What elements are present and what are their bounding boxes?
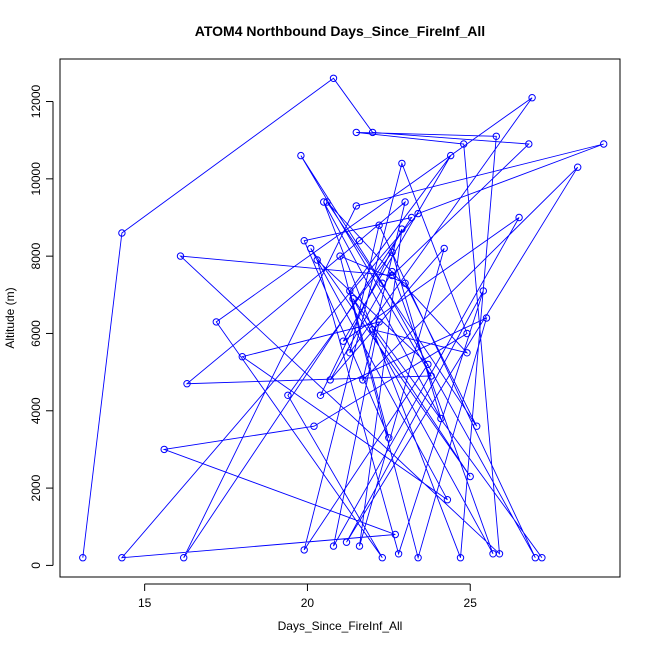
data-point (391, 530, 399, 539)
data-point (375, 221, 383, 229)
data-point (482, 314, 491, 322)
data-point (352, 202, 360, 210)
series-line-0 (82, 77, 604, 560)
y-tick-label: 2000 (29, 474, 43, 501)
data-point (368, 325, 377, 334)
data-point (326, 376, 334, 384)
data-point (375, 318, 383, 326)
data-point (297, 151, 305, 160)
data-point (79, 554, 87, 562)
data-point (600, 140, 608, 148)
y-tick-label: 8000 (29, 242, 43, 269)
chart-title: ATOM4 Northbound Days_Since_FireInf_All (195, 23, 485, 39)
data-point (414, 554, 422, 562)
data-point (183, 380, 191, 388)
plot-frame (59, 58, 621, 578)
data-point (460, 140, 468, 148)
data-point (398, 225, 406, 233)
data-point (525, 140, 533, 148)
data-point (313, 256, 321, 264)
data-point (346, 287, 354, 295)
x-axis-label: Days_Since_FireInf_All (278, 619, 403, 633)
data-point (466, 472, 474, 481)
data-point (368, 128, 377, 137)
data-point (447, 151, 455, 160)
data-point (424, 360, 432, 369)
data-point (479, 287, 487, 295)
data-point (414, 209, 422, 218)
data-point (323, 198, 331, 206)
x-tick-label: 15 (138, 596, 152, 610)
data-point (238, 353, 247, 361)
data-point (352, 128, 360, 137)
data-point (388, 271, 396, 280)
data-point (443, 496, 452, 504)
data-point (329, 74, 338, 83)
data-point (538, 554, 546, 562)
data-point (339, 337, 347, 345)
data-point (300, 237, 308, 245)
data-point (489, 550, 497, 558)
data-point (342, 538, 351, 546)
data-point (355, 237, 364, 245)
y-tick-label: 10000 (29, 162, 43, 196)
y-tick-label: 6000 (29, 320, 43, 347)
data-point (160, 445, 168, 454)
x-tick-label: 20 (301, 596, 315, 610)
data-point (300, 546, 308, 554)
data-point (118, 554, 126, 562)
data-point (212, 318, 221, 326)
data-point (307, 244, 315, 253)
axes-layer: 15 20 25 0 2000 4000 6000 8000 10000 12000 (29, 84, 477, 610)
data-point (388, 248, 396, 257)
data-point (407, 213, 416, 222)
data-point (473, 422, 481, 430)
data-point (378, 554, 386, 562)
data-point (176, 252, 185, 260)
series-layer (79, 74, 608, 562)
data-point (437, 414, 445, 423)
data-point (355, 542, 364, 550)
data-point (440, 244, 448, 253)
y-tick-label: 12000 (29, 84, 43, 118)
data-point (320, 198, 328, 206)
data-point (401, 198, 409, 206)
data-point (118, 229, 126, 237)
data-point (359, 376, 367, 384)
data-point (398, 159, 406, 168)
data-point (329, 542, 338, 550)
y-axis-label: Altitude (m) (3, 287, 17, 348)
data-point (180, 554, 188, 562)
data-point (385, 434, 393, 442)
data-point (346, 349, 354, 357)
data-point (378, 279, 386, 287)
data-point (515, 213, 523, 222)
data-point (574, 163, 582, 171)
y-tick-label: 0 (29, 562, 43, 569)
data-point (492, 132, 500, 141)
data-point (336, 252, 344, 260)
data-point (463, 349, 471, 357)
data-point (401, 279, 409, 287)
data-point (349, 295, 357, 303)
data-point (310, 422, 318, 430)
data-point (394, 550, 403, 558)
data-point (463, 329, 471, 338)
data-point (284, 391, 292, 399)
x-tick-label: 25 (464, 596, 478, 610)
data-point (528, 94, 536, 102)
data-point (427, 372, 435, 380)
data-point (316, 391, 325, 399)
data-point (456, 554, 465, 562)
data-point (388, 267, 396, 276)
y-tick-label: 4000 (29, 397, 43, 424)
